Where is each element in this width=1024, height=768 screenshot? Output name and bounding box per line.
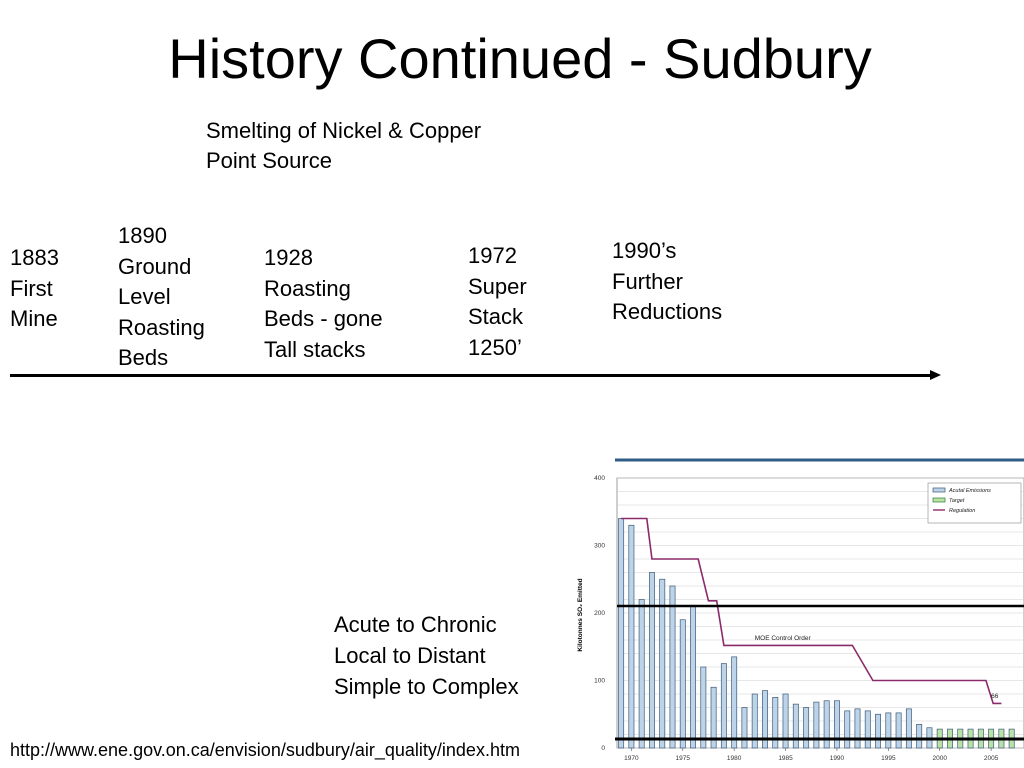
- timeline-line: Mine: [10, 306, 58, 331]
- legend-swatch: [932, 487, 946, 493]
- timeline-label-1928: 1928 Roasting Beds - gone Tall stacks: [264, 243, 383, 365]
- timeline-arrowhead-icon: [930, 370, 941, 380]
- subtitle: Smelting of Nickel & Copper Point Source: [206, 116, 481, 176]
- shift-line: Local to Distant: [334, 643, 486, 668]
- timeline-line: 1990’s: [612, 238, 677, 263]
- actual-emissions-bar: [854, 708, 861, 749]
- shift-list: Acute to Chronic Local to Distant Simple…: [334, 609, 519, 702]
- x-tick-label: 1980: [727, 755, 742, 762]
- timeline-line: Beds - gone: [264, 306, 383, 331]
- x-tick-label: 1985: [778, 755, 793, 762]
- timeline-line: Level: [118, 284, 171, 309]
- actual-emissions-bar: [731, 656, 738, 749]
- actual-emissions-bar: [690, 605, 697, 749]
- timeline-line: Reductions: [612, 299, 723, 324]
- legend-label: Acutal Emissions: [948, 488, 991, 494]
- timeline-line: Super: [468, 273, 527, 299]
- x-tick-label: 1995: [881, 755, 896, 762]
- actual-emissions-bar: [628, 524, 635, 749]
- actual-emissions-bar: [679, 619, 686, 749]
- actual-emissions-bar: [792, 703, 799, 749]
- actual-emissions-bar: [659, 578, 666, 749]
- timeline-label-1972: 1972 Super Stack 1250’: [468, 241, 527, 363]
- subtitle-line: Point Source: [206, 148, 332, 173]
- actual-emissions-bar: [905, 708, 912, 749]
- actual-emissions-bar: [648, 572, 655, 749]
- timeline-line: First: [10, 275, 53, 301]
- x-tick-label: 1975: [676, 755, 691, 762]
- regulation-line: [621, 517, 1002, 705]
- timeline-line: Ground: [118, 253, 192, 279]
- x-tick-label: 1990: [830, 755, 845, 762]
- y-tick-label: 300: [594, 543, 605, 550]
- actual-emissions-bar: [741, 707, 748, 749]
- actual-emissions-bar: [813, 701, 820, 749]
- x-tick-label: 2000: [932, 755, 947, 762]
- actual-emissions-bar: [720, 663, 727, 749]
- y-tick-label: 0: [601, 745, 605, 752]
- x-tick-label: 2005: [984, 755, 999, 762]
- timeline-axis: [10, 374, 934, 377]
- timeline-label-1990s: 1990’s Further Reductions: [612, 236, 722, 328]
- chart-annotation: MOE Control Order: [755, 635, 812, 642]
- actual-emissions-bar: [823, 700, 830, 749]
- chart-regulation: [621, 517, 1002, 705]
- timeline-line: Roasting: [264, 275, 351, 301]
- timeline-line: Tall stacks: [264, 336, 366, 362]
- actual-emissions-bar: [710, 686, 717, 749]
- actual-emissions-bar: [638, 599, 645, 749]
- timeline-line: 1250’: [468, 334, 522, 360]
- subtitle-line: Smelting of Nickel & Copper: [206, 118, 482, 143]
- timeline-line: Stack: [468, 304, 524, 329]
- shift-line: Acute to Chronic: [334, 612, 497, 637]
- legend-swatch: [932, 497, 946, 503]
- actual-emissions-bar: [751, 693, 758, 749]
- actual-emissions-bar: [895, 712, 902, 749]
- actual-emissions-bar: [833, 700, 840, 749]
- chart-annotations: MOE Control Order 66: [755, 635, 999, 700]
- timeline-line: Further: [612, 268, 683, 294]
- timeline-line: 1928: [264, 245, 313, 270]
- actual-emissions-bar: [803, 707, 810, 749]
- timeline-line: 1972: [468, 243, 517, 268]
- legend-label: Target: [949, 498, 965, 504]
- chart-legend: Acutal Emissions Target Regulation: [927, 482, 1022, 524]
- actual-emissions-bar: [762, 690, 768, 749]
- timeline-line: Roasting: [118, 314, 205, 340]
- chart-annotation: 66: [991, 693, 999, 700]
- legend-label: Regulation: [949, 508, 975, 514]
- actual-emissions-bar: [700, 666, 707, 749]
- actual-emissions-bar: [916, 724, 923, 749]
- source-url[interactable]: http://www.ene.gov.on.ca/envision/sudbur…: [10, 740, 520, 760]
- actual-emissions-bar: [875, 713, 882, 749]
- actual-emissions-bar: [669, 585, 676, 749]
- shift-line: Simple to Complex: [334, 674, 519, 699]
- x-tick-label: 1970: [624, 755, 639, 762]
- emissions-chart: 0 100 200 300 400 1970 1975 1980 1985 1990 1995 200…: [577, 458, 1024, 762]
- y-axis-label: Kilotonnes SO₂ Emitted: [577, 578, 584, 651]
- slide-title: History Continued - Sudbury: [168, 27, 872, 90]
- chart-ticks: 0 100 200 300 400 1970 1975 1980 1985 1990 1995 200…: [594, 475, 999, 762]
- timeline-line: Beds: [118, 345, 169, 370]
- actual-emissions-bar: [772, 697, 779, 749]
- timeline-label-1883: 1883 First Mine: [10, 243, 59, 335]
- y-tick-label: 200: [594, 610, 605, 617]
- timeline-line: 1890: [118, 223, 167, 248]
- y-tick-label: 400: [594, 475, 605, 482]
- actual-emissions-bar: [618, 518, 625, 749]
- timeline-label-1890: 1890 Ground Level Roasting Beds: [118, 221, 205, 374]
- actual-emissions-bar: [885, 712, 892, 749]
- actual-emissions-bar: [844, 710, 851, 749]
- y-tick-label: 100: [594, 678, 605, 685]
- timeline-line: 1883: [10, 245, 59, 270]
- actual-emissions-bar: [864, 710, 871, 749]
